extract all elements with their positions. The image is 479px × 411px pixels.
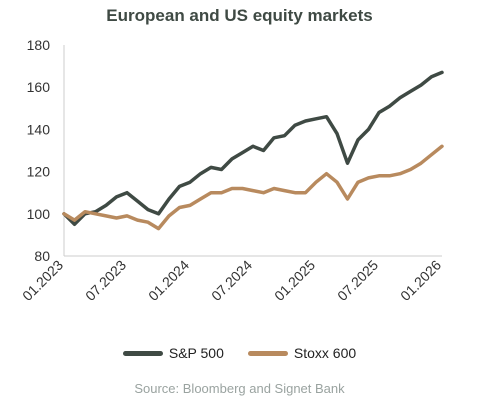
x-tick-label: 01.2025 xyxy=(271,257,318,304)
chart-title: European and US equity markets xyxy=(106,6,373,25)
legend-swatch-stoxx600 xyxy=(247,350,288,356)
series-line-sp500 xyxy=(62,70,444,227)
legend-item-stoxx600: Stoxx 600 xyxy=(247,345,357,361)
legend: S&P 500 Stoxx 600 xyxy=(0,345,479,361)
x-tick-label: 07.2023 xyxy=(82,257,129,304)
y-tick-label: 180 xyxy=(27,37,51,53)
y-tick-label: 80 xyxy=(34,248,50,264)
series-lines xyxy=(62,70,444,231)
x-tick-label: 07.2025 xyxy=(334,257,381,304)
y-tick-label: 120 xyxy=(27,164,51,180)
source-note: Source: Bloomberg and Signet Bank xyxy=(134,381,345,396)
x-tick-label: 01.2026 xyxy=(397,257,444,304)
y-tick-label: 160 xyxy=(27,79,51,95)
x-tick-labels: 01.2023 07.2023 01.2024 07.2024 01.2025 07.20… xyxy=(19,257,444,304)
y-tick-label: 140 xyxy=(27,121,51,137)
legend-swatch-sp500 xyxy=(122,350,163,356)
x-tick-label: 07.2024 xyxy=(208,257,255,304)
y-tick-label: 100 xyxy=(27,206,51,222)
legend-label-stoxx600: Stoxx 600 xyxy=(293,345,357,361)
legend-item-sp500: S&P 500 xyxy=(122,345,224,361)
y-tick-labels: 80 100 120 140 160 180 xyxy=(27,37,51,264)
x-tick-label: 01.2024 xyxy=(145,257,192,304)
legend-label-sp500: S&P 500 xyxy=(168,345,224,361)
series-line-stoxx600 xyxy=(62,144,444,231)
